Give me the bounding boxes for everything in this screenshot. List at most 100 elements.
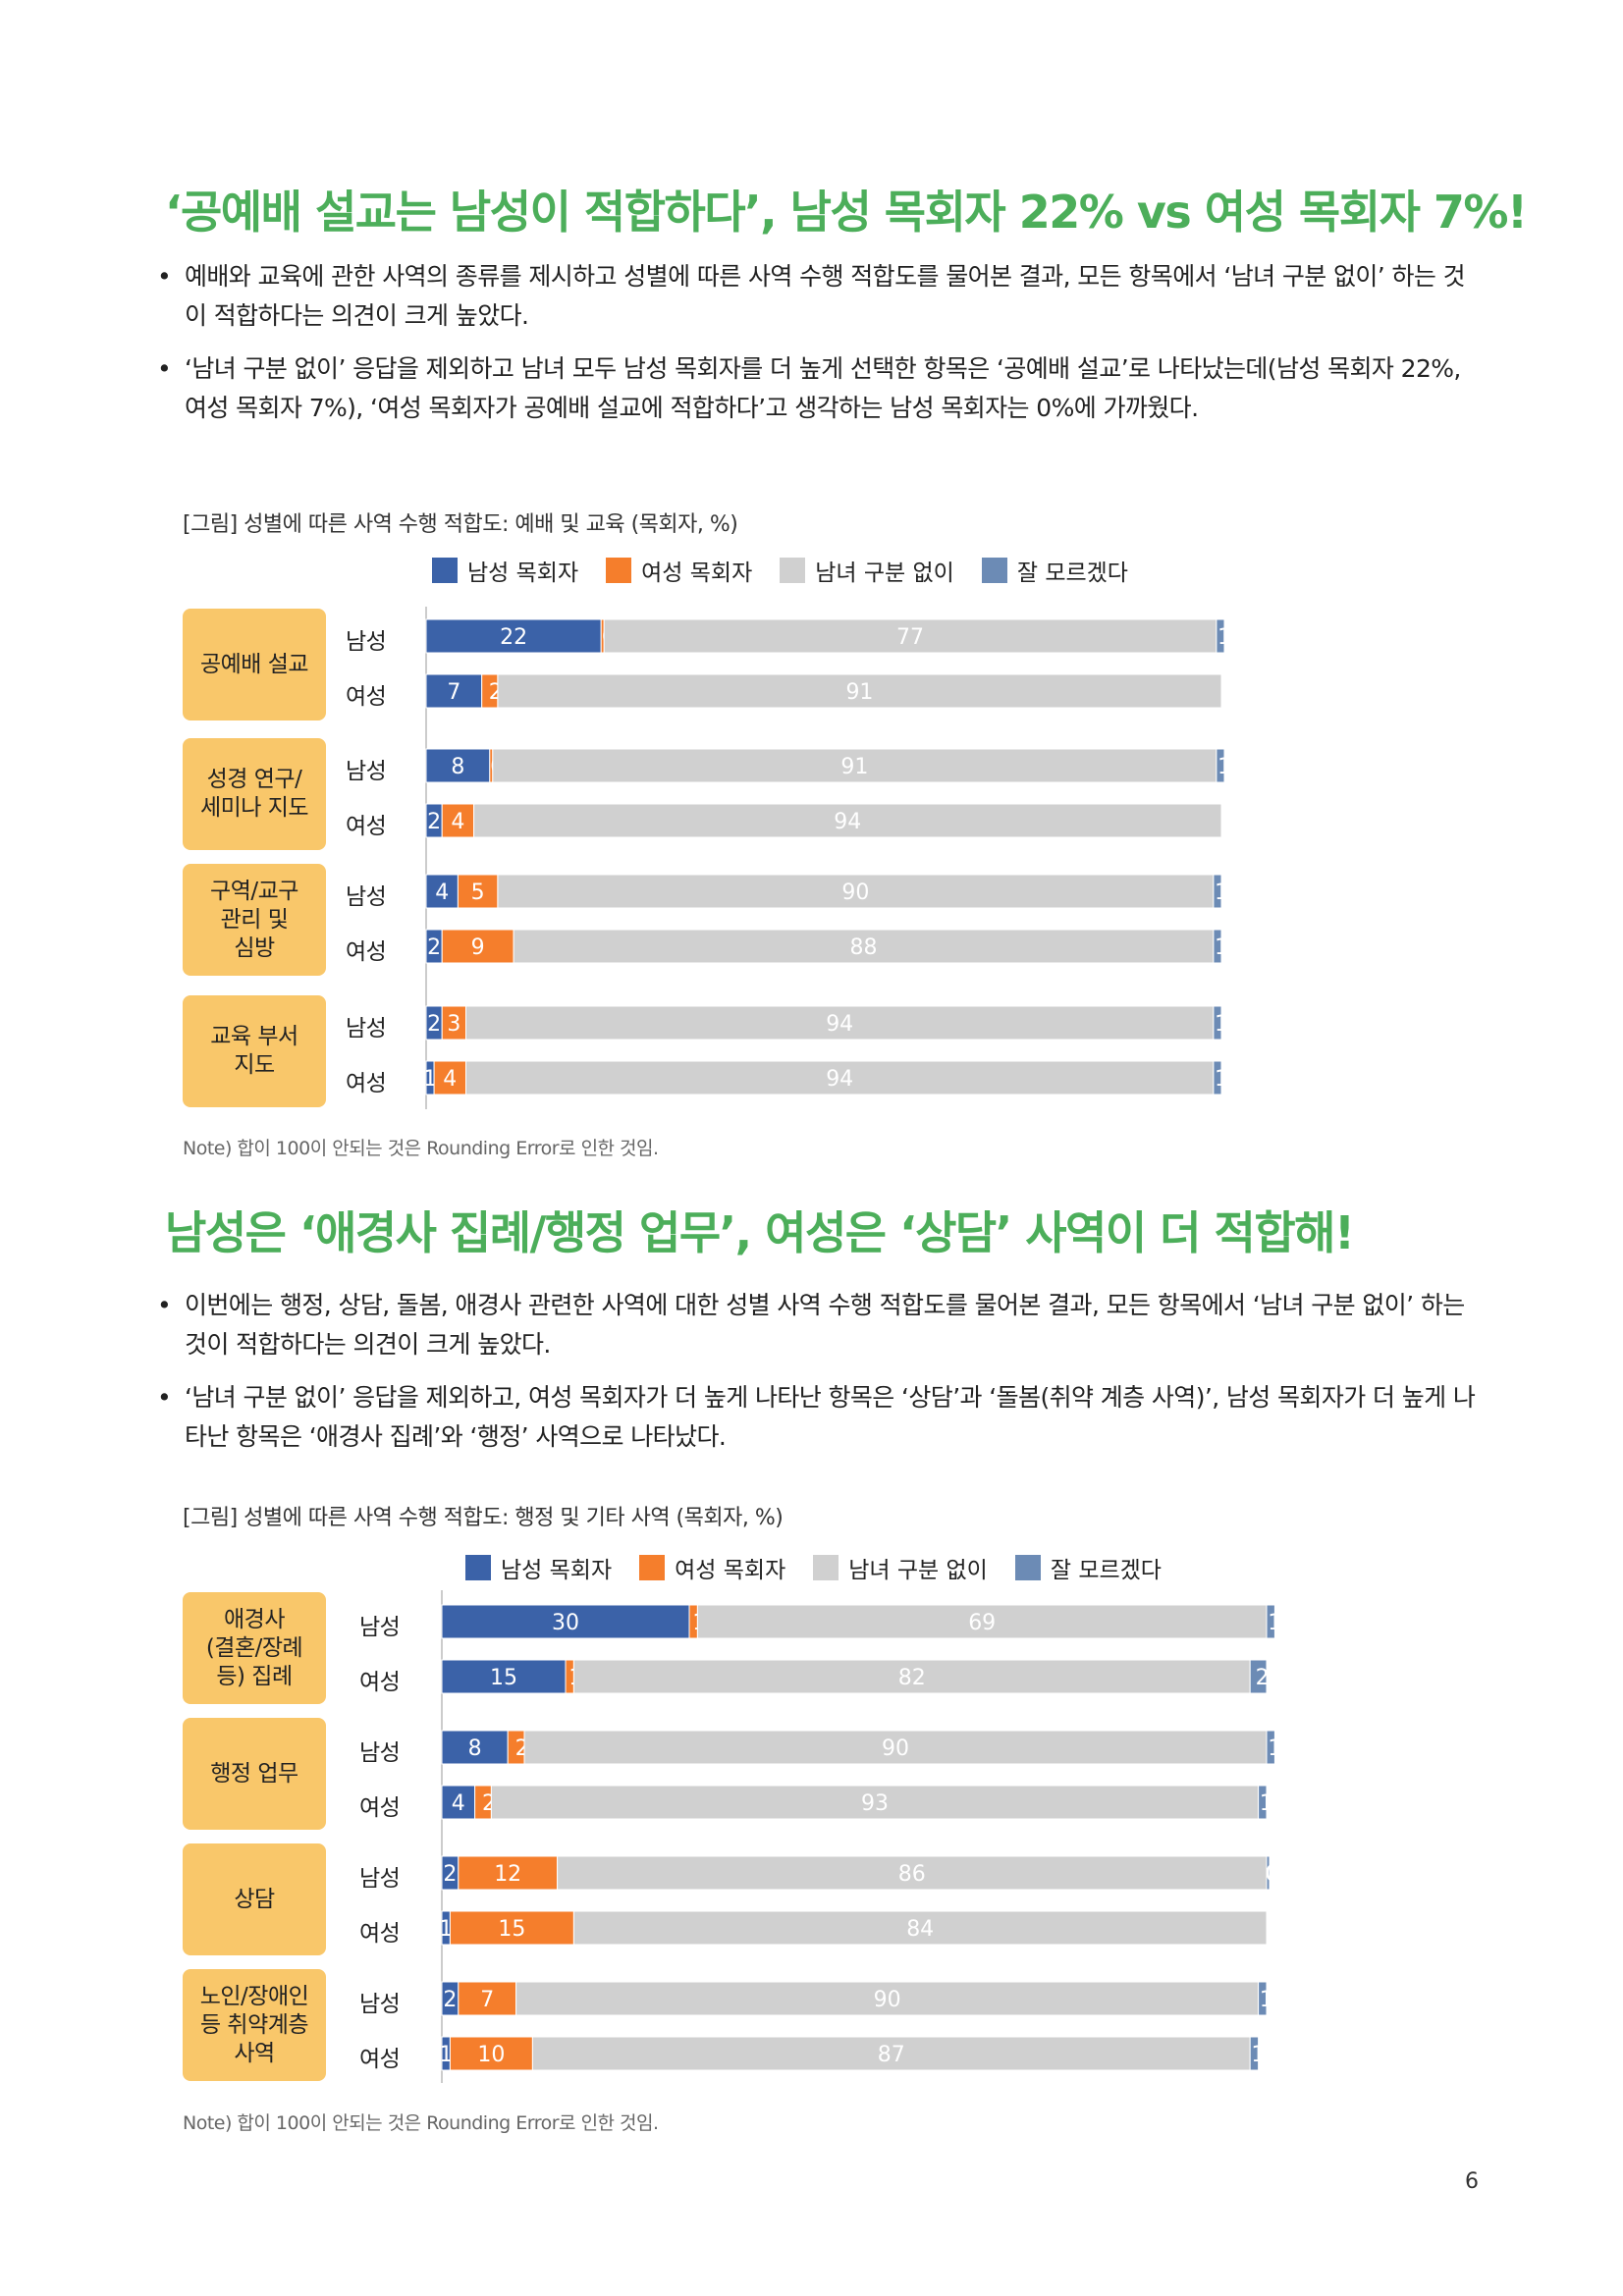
- category-box: 노인/장애인 등 취약계층 사역: [183, 1969, 326, 2081]
- legend-swatch: [981, 558, 1007, 583]
- bar-segment: [457, 874, 499, 909]
- legend-item: 남녀 구분 없이: [813, 1551, 988, 1584]
- legend-swatch: [813, 1555, 839, 1580]
- row-label: 남성: [346, 1016, 387, 1041]
- bar-value-label: 22: [500, 625, 527, 650]
- bar-value-label: 1: [1217, 755, 1231, 779]
- bar-value-label: 94: [834, 810, 861, 834]
- category-box: 공예배 설교: [183, 609, 326, 721]
- bar-segment: [497, 673, 1222, 709]
- legend-swatch: [432, 558, 458, 583]
- bar-segment: [465, 1005, 1215, 1041]
- row-label: 여성: [359, 1795, 401, 1821]
- legend-label: 여성 목회자: [641, 561, 753, 586]
- bar-segment: [572, 1659, 1251, 1694]
- bar-segment: [696, 1604, 1268, 1639]
- category-box: 행정 업무: [183, 1718, 326, 1830]
- bar-value-label: 2: [427, 935, 441, 960]
- legend-item: 여성 목회자: [639, 1551, 785, 1584]
- legend-label: 남녀 구분 없이: [815, 561, 954, 586]
- bar-segment: [523, 1730, 1268, 1765]
- legend-label: 남성 목회자: [501, 1558, 613, 1583]
- bullet-item: ‘남녀 구분 없이’ 응답을 제외하고 남녀 모두 남성 목회자를 더 높게 선…: [157, 349, 1483, 428]
- row-label: 여성: [346, 684, 387, 710]
- bar-segment: [557, 1855, 1268, 1891]
- bar-segment: [441, 929, 514, 964]
- bar-value-label: 1: [1215, 1012, 1228, 1037]
- row-label: 남성: [346, 759, 387, 784]
- category-box: 성경 연구/ 세미나 지도: [183, 738, 326, 850]
- bar-segment: [1213, 1005, 1222, 1041]
- row-label: 여성: [346, 1071, 387, 1096]
- legend-item: 남성 목회자: [432, 554, 578, 587]
- bar-value-label: 1: [423, 1067, 437, 1092]
- bar-value-label: 8: [451, 755, 464, 779]
- bar-segment: [1258, 1785, 1268, 1820]
- row-label: 남성: [359, 1740, 401, 1766]
- legend-swatch: [639, 1555, 666, 1580]
- bar-value-label: 93: [861, 1791, 889, 1816]
- bar-value-label: 3: [447, 1012, 460, 1037]
- bar-segment: [449, 1910, 574, 1946]
- bar-value-label: 4: [451, 810, 464, 834]
- bar-segment: [433, 1060, 467, 1095]
- legend-swatch: [606, 558, 632, 583]
- row-label: 여성: [359, 1670, 401, 1695]
- row-label: 남성: [359, 1866, 401, 1892]
- bar-value-label: 4: [452, 1791, 465, 1816]
- bar-value-label: 2: [427, 1012, 441, 1037]
- bar-value-label: 82: [898, 1666, 926, 1690]
- bar-value-label: 1: [1260, 1791, 1273, 1816]
- bullet-list: 이번에는 행정, 상담, 돌봄, 애경사 관련한 사역에 대한 성별 사역 수행…: [157, 1286, 1483, 1470]
- bar-segment: [425, 874, 459, 909]
- bar-segment: [425, 673, 483, 709]
- bar-value-label: 90: [882, 1736, 909, 1761]
- bar-segment: [492, 748, 1217, 783]
- bar-segment: [1213, 929, 1222, 964]
- bullet-item: 이번에는 행정, 상담, 돌봄, 애경사 관련한 사역에 대한 성별 사역 수행…: [157, 1286, 1483, 1364]
- legend-swatch: [780, 558, 806, 583]
- bar-value-label: 94: [826, 1012, 853, 1037]
- category-box: 상담: [183, 1843, 326, 1955]
- legend-label: 남성 목회자: [467, 561, 579, 586]
- row-label: 남성: [346, 884, 387, 910]
- bar-value-label: 1: [1268, 1736, 1281, 1761]
- bullet-item: ‘남녀 구분 없이’ 응답을 제외하고, 여성 목회자가 더 높게 나타난 항목…: [157, 1378, 1483, 1457]
- chart-legend: 남성 목회자 여성 목회자 남녀 구분 없이 잘 모르겠다: [465, 1551, 1162, 1584]
- bar-value-label: 87: [878, 2043, 905, 2067]
- bar-segment: [1216, 748, 1225, 783]
- legend-label: 여성 목회자: [675, 1558, 786, 1583]
- bar-segment: [441, 1785, 476, 1820]
- bar-value-label: 1: [1215, 1067, 1228, 1092]
- bar-segment: [473, 803, 1222, 838]
- bar-value-label: 90: [874, 1988, 901, 2012]
- chart-legend: 남성 목회자 여성 목회자 남녀 구분 없이 잘 모르겠다: [432, 554, 1128, 587]
- section-title: ‘공예배 설교는 남성이 적합하다’, 남성 목회자 22% vs 여성 목회자…: [165, 186, 1528, 239]
- bar-value-label: 12: [494, 1862, 521, 1887]
- bar-value-label: 84: [906, 1917, 934, 1942]
- bar-segment: [441, 1604, 690, 1639]
- bar-segment: [497, 874, 1215, 909]
- bar-value-label: 1: [1268, 1611, 1281, 1635]
- chart-caption: [그림] 성별에 따른 사역 수행 적합도: 예배 및 교육 (목회자, %): [183, 512, 738, 537]
- bar-segment: [441, 1659, 567, 1694]
- bar-value-label: 2: [427, 810, 441, 834]
- category-box: 구역/교구 관리 및 심방: [183, 864, 326, 976]
- bar-value-label: 69: [968, 1611, 996, 1635]
- bar-value-label: 77: [896, 625, 924, 650]
- bar-value-label: 15: [498, 1917, 525, 1942]
- bar-value-label: 0: [1266, 1862, 1279, 1887]
- chart-note: Note) 합이 100이 안되는 것은 Rounding Error로 인한 …: [183, 2112, 659, 2134]
- bar-value-label: 2: [443, 1862, 457, 1887]
- bar-segment: [1249, 2036, 1260, 2071]
- bar-value-label: 1: [1215, 935, 1228, 960]
- legend-label: 남녀 구분 없이: [848, 1558, 988, 1583]
- bar-value-label: 1: [1215, 881, 1228, 905]
- bar-value-label: 4: [443, 1067, 457, 1092]
- bar-segment: [1213, 874, 1222, 909]
- bar-segment: [1266, 1855, 1271, 1891]
- legend-item: 남녀 구분 없이: [780, 554, 954, 587]
- category-box: 교육 부서 지도: [183, 995, 326, 1107]
